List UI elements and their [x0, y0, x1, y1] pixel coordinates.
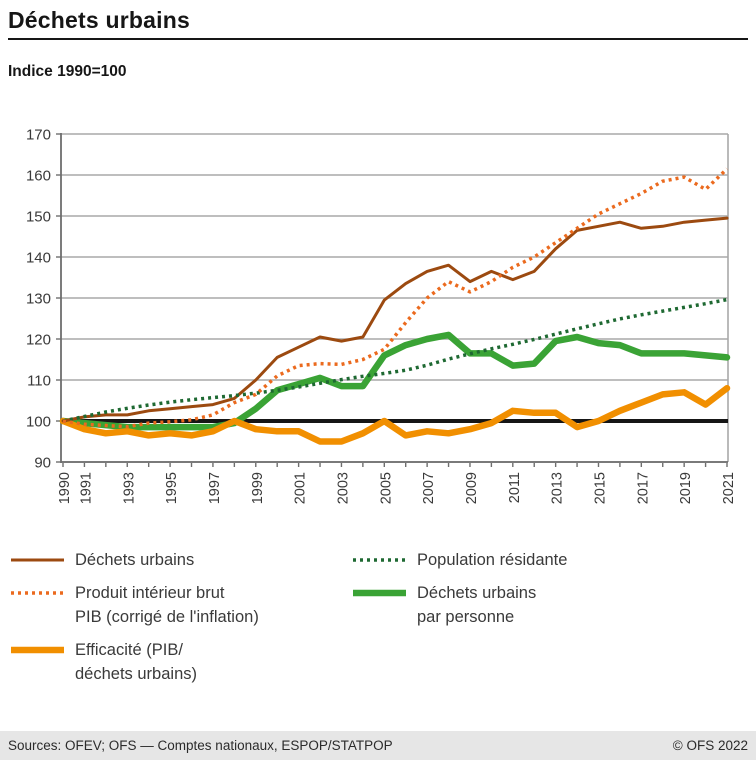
xtick-label-2017: 2017 [635, 472, 651, 504]
chart-area: 90 100 110 120 130 140 150 160 170 1990 1991 1993 19… [0, 110, 756, 535]
xtick-label-1993: 1993 [121, 472, 137, 504]
xtick-label-2007: 2007 [421, 472, 437, 504]
legend-label: Efficacité (PIB/ déchets urbains) [75, 641, 197, 683]
legend-column-0: Déchets urbains Produit intérieur brut PI… [10, 548, 340, 695]
legend-swatch-solid-thick [11, 646, 64, 654]
legend-item: Efficacité (PIB/ déchets urbains) [10, 638, 340, 686]
series-line-0 [61, 216, 729, 423]
xtick-label-2003: 2003 [335, 472, 351, 504]
ytick-label-120: 120 [26, 332, 51, 349]
line-chart: 90 100 110 120 130 140 150 160 170 1990 1991 1993 19… [26, 127, 737, 505]
legend-item: Produit intérieur brut PIB (corrigé de l… [10, 581, 340, 629]
legend-label: Produit intérieur brut PIB (corrigé de l… [75, 584, 259, 626]
xtick-label-2013: 2013 [550, 472, 566, 504]
chart-subtitle-unit: Indice 1990=100 [8, 63, 127, 80]
footer-sources: Sources: OFEV; OFS — Comptes nationaux, … [8, 738, 393, 753]
legend-item: Population résidante [352, 548, 732, 572]
ytick-label-150: 150 [26, 209, 51, 226]
legend-swatch-solid-thick [353, 589, 406, 597]
footer-bar: Sources: OFEV; OFS — Comptes nationaux, … [0, 731, 756, 760]
xtick-label-1999: 1999 [250, 472, 266, 504]
page-title: Déchets urbains [8, 7, 190, 33]
series-line-4 [59, 331, 731, 431]
series-line-2 [59, 384, 731, 445]
ytick-label-130: 130 [26, 291, 51, 308]
footer-copyright: © OFS 2022 [672, 738, 748, 753]
title-divider [8, 38, 748, 40]
series-line-3 [62, 297, 728, 423]
legend-item: Déchets urbains par personne [352, 581, 732, 629]
xtick-label-1997: 1997 [207, 472, 223, 504]
ytick-label-170: 170 [26, 127, 51, 144]
legend-label: Déchets urbains par personne [417, 584, 537, 626]
xtick-label-2019: 2019 [678, 472, 694, 504]
xtick-label-2015: 2015 [592, 472, 608, 504]
ytick-label-160: 160 [26, 168, 51, 185]
xtick-label-2001: 2001 [293, 472, 309, 504]
legend-label: Population résidante [417, 551, 568, 569]
ytick-label-110: 110 [27, 373, 51, 390]
xtick-label-2011: 2011 [507, 472, 523, 503]
xtick-label-1991: 1991 [78, 472, 94, 504]
legend-swatch-dotted [11, 591, 64, 595]
ytick-label-90: 90 [34, 455, 51, 472]
xtick-label-2021: 2021 [721, 472, 737, 504]
chart-legend: Déchets urbains Produit intérieur brut PI… [0, 548, 756, 708]
ytick-label-140: 140 [26, 250, 51, 267]
legend-swatch-dotted [353, 558, 406, 562]
legend-label: Déchets urbains [75, 551, 195, 569]
legend-column-1: Population résidante Déchets urbains par … [352, 548, 732, 638]
xtick-label-1995: 1995 [164, 472, 180, 504]
xtick-label-2005: 2005 [378, 472, 394, 504]
legend-item: Déchets urbains [10, 548, 340, 572]
legend-swatch-solid-thin [11, 558, 64, 562]
ytick-label-100: 100 [26, 414, 51, 431]
xtick-label-1990: 1990 [57, 472, 73, 504]
xtick-label-2009: 2009 [464, 472, 480, 504]
